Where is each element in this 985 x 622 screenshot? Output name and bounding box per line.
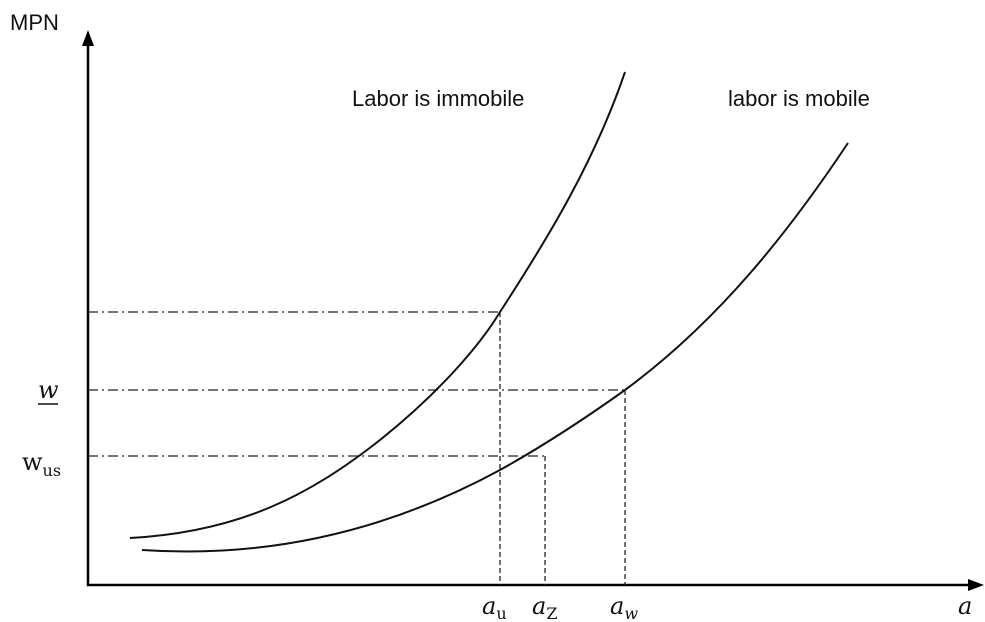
label-main: a — [532, 592, 546, 620]
label-sub: u — [496, 604, 506, 622]
y-level-label: w — [38, 376, 59, 404]
label-main: a — [610, 592, 624, 620]
y-level-label: wus — [22, 448, 61, 480]
curve-label: labor is mobile — [728, 86, 870, 111]
label-main: w — [22, 448, 43, 476]
label-sub: w — [624, 604, 638, 622]
curve-label: Labor is immobile — [352, 86, 524, 111]
curve-mobile — [141, 142, 849, 553]
x-axis-label: a — [958, 592, 972, 620]
label-main: a — [482, 592, 496, 620]
curve-immobile — [129, 71, 626, 539]
label-sub: us — [43, 461, 62, 480]
x-level-label: aw — [610, 592, 638, 622]
x-level-label: aZ — [532, 592, 557, 622]
label-sub: Z — [546, 604, 557, 622]
y-axis-arrow — [82, 30, 94, 46]
y-axis-label: MPN — [10, 10, 59, 35]
x-axis-arrow — [968, 579, 984, 591]
x-level-label: au — [482, 592, 507, 622]
